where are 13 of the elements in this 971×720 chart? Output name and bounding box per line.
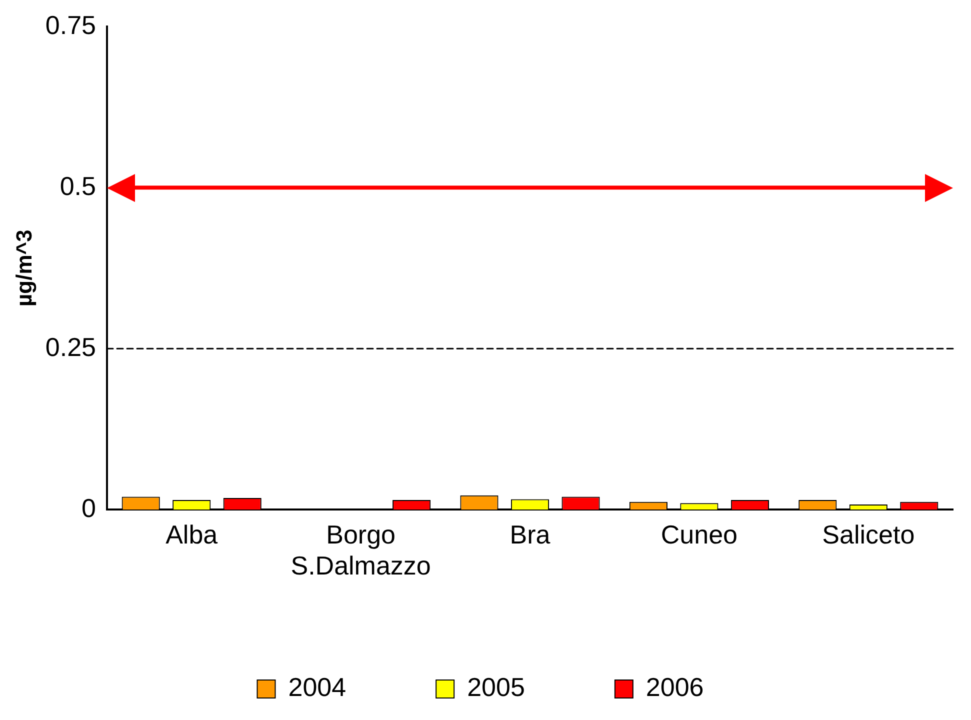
x-tick-label: Alba <box>166 519 218 550</box>
y-tick-label: 0.75 <box>45 10 96 40</box>
legend-label: 2004 <box>288 672 346 702</box>
x-tick-label: Cuneo <box>660 519 738 550</box>
y-axis-title: µg/m^3 <box>11 230 36 307</box>
y-tick-label: 0 <box>82 492 96 523</box>
y-tick-label: 0.5 <box>60 170 96 201</box>
x-tick-label: Bra <box>510 519 551 550</box>
x-tick-label: Borgo S.Dalmazzo <box>290 519 431 581</box>
x-tick-label: Saliceto <box>822 519 915 550</box>
y-tick-label: 0.25 <box>45 332 96 362</box>
legend-label: 2006 <box>646 672 704 702</box>
legend-label: 2005 <box>467 672 525 702</box>
